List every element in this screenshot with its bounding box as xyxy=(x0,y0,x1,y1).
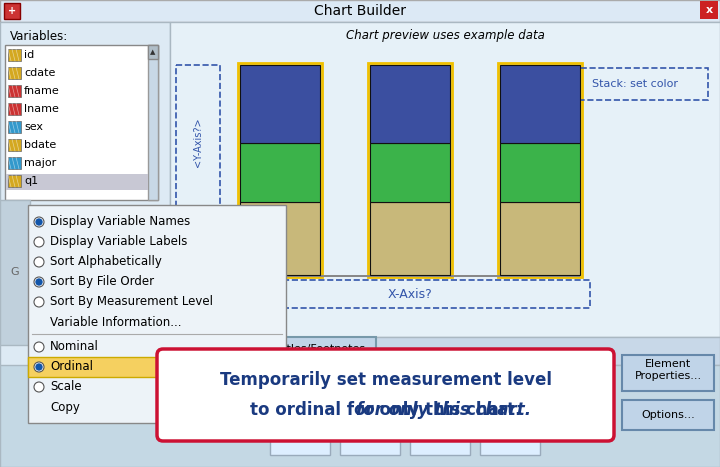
Bar xyxy=(170,337,720,365)
Text: Nominal: Nominal xyxy=(50,340,99,354)
Text: cdate: cdate xyxy=(24,69,55,78)
Bar xyxy=(8,175,21,187)
Bar xyxy=(148,45,158,59)
Bar xyxy=(28,205,286,423)
Bar xyxy=(8,49,21,61)
Circle shape xyxy=(34,362,44,372)
Bar xyxy=(240,275,580,277)
Text: lname: lname xyxy=(24,105,59,114)
Text: Display Variable Names: Display Variable Names xyxy=(50,215,190,228)
Bar xyxy=(500,143,580,201)
Bar xyxy=(410,420,470,455)
Bar xyxy=(368,63,452,277)
Text: Sort Alphabetically: Sort Alphabetically xyxy=(50,255,162,269)
Bar xyxy=(8,103,21,115)
Bar xyxy=(230,280,590,308)
Text: q1: q1 xyxy=(24,177,38,186)
Text: G: G xyxy=(11,267,19,277)
Circle shape xyxy=(34,297,44,307)
Text: Variables:: Variables: xyxy=(10,29,68,42)
Text: Stack: set color: Stack: set color xyxy=(592,79,678,89)
Text: to ordinal for only this chart.: to ordinal for only this chart. xyxy=(250,401,521,419)
Bar xyxy=(340,420,400,455)
Bar xyxy=(8,67,21,79)
Text: +: + xyxy=(8,6,16,16)
Bar xyxy=(370,143,450,201)
Bar xyxy=(500,65,580,143)
Text: Scale: Scale xyxy=(50,381,81,394)
Text: Ordinal: Ordinal xyxy=(50,361,93,374)
Bar xyxy=(240,143,320,201)
Bar xyxy=(0,22,170,467)
Bar xyxy=(270,420,330,455)
Bar xyxy=(563,68,708,100)
Bar xyxy=(0,200,30,345)
Text: Sort By File Order: Sort By File Order xyxy=(50,276,154,289)
Circle shape xyxy=(36,219,42,225)
Text: Titles/Footnotes: Titles/Footnotes xyxy=(277,344,365,354)
Text: Properties...: Properties... xyxy=(634,371,701,381)
Text: Sort By Measurement Level: Sort By Measurement Level xyxy=(50,296,213,309)
Bar xyxy=(4,3,20,19)
Circle shape xyxy=(34,237,44,247)
Bar xyxy=(28,357,286,377)
Text: Chart Builder: Chart Builder xyxy=(314,4,406,18)
FancyBboxPatch shape xyxy=(157,349,614,441)
Bar xyxy=(0,0,720,22)
Bar xyxy=(5,45,158,200)
Bar xyxy=(370,201,450,275)
Bar xyxy=(498,63,582,277)
Text: <Y-Axis?>: <Y-Axis?> xyxy=(193,117,203,167)
Text: Element: Element xyxy=(645,359,691,369)
Circle shape xyxy=(34,382,44,392)
Bar xyxy=(622,400,714,430)
Circle shape xyxy=(34,217,44,227)
Text: major: major xyxy=(24,158,56,169)
Text: Temporarily set measurement level: Temporarily set measurement level xyxy=(220,371,552,389)
Bar xyxy=(0,365,720,467)
Text: ▲: ▲ xyxy=(150,49,156,55)
Text: Copy: Copy xyxy=(50,401,80,413)
Text: id: id xyxy=(24,50,35,61)
Text: sex: sex xyxy=(24,122,43,133)
Bar xyxy=(622,355,714,391)
Text: Chart preview uses example data: Chart preview uses example data xyxy=(346,28,544,42)
Bar xyxy=(8,139,21,151)
Bar xyxy=(370,65,450,143)
Text: Display Variable Labels: Display Variable Labels xyxy=(50,235,187,248)
Bar xyxy=(480,420,540,455)
Text: bdate: bdate xyxy=(24,141,56,150)
Circle shape xyxy=(34,257,44,267)
Bar xyxy=(266,337,376,361)
Text: Options...: Options... xyxy=(641,410,695,420)
Bar xyxy=(500,201,580,275)
Text: for only this chart.: for only this chart. xyxy=(356,401,531,419)
Bar xyxy=(6,174,148,190)
Circle shape xyxy=(34,342,44,352)
Bar xyxy=(240,65,320,143)
Text: fname: fname xyxy=(24,86,60,97)
Text: X-Axis?: X-Axis? xyxy=(387,288,433,300)
Text: x: x xyxy=(706,5,713,15)
Bar xyxy=(8,121,21,133)
Circle shape xyxy=(36,364,42,370)
Bar xyxy=(176,65,220,220)
Circle shape xyxy=(34,277,44,287)
Bar xyxy=(238,63,322,277)
Circle shape xyxy=(36,279,42,285)
Bar xyxy=(8,157,21,169)
Text: Ctrl+C: Ctrl+C xyxy=(241,402,278,412)
Bar xyxy=(148,45,158,200)
Bar xyxy=(700,1,718,19)
Bar xyxy=(170,22,720,337)
Bar xyxy=(240,201,320,275)
Text: Variable Information...: Variable Information... xyxy=(50,316,181,328)
Bar xyxy=(8,85,21,97)
